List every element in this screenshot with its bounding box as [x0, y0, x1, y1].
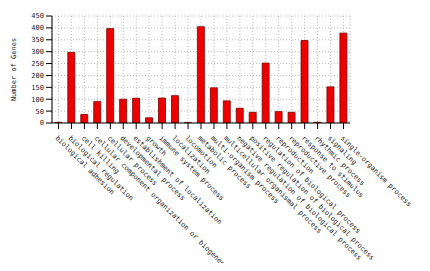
svg-text:metabolic process: metabolic process — [196, 134, 253, 191]
svg-text:cellular process: cellular process — [105, 134, 159, 188]
svg-text:developmental process: developmental process — [118, 134, 187, 203]
svg-text:immune system process: immune system process — [157, 134, 226, 203]
svg-text:reproductive process: reproductive process — [286, 134, 353, 200]
svg-text:100: 100 — [31, 96, 44, 104]
svg-text:growth: growth — [144, 134, 168, 158]
svg-text:rhythmic process: rhythmic process — [313, 134, 366, 187]
svg-text:locomotion: locomotion — [183, 134, 219, 170]
svg-text:250: 250 — [31, 60, 44, 68]
svg-text:0: 0 — [40, 119, 44, 127]
svg-text:multi-organism process: multi-organism process — [209, 134, 281, 206]
svg-text:biological regulation: biological regulation — [66, 134, 135, 203]
svg-text:positive regulation of biologi: positive regulation of biological proces… — [248, 134, 376, 262]
svg-text:reproduction: reproduction — [273, 134, 316, 176]
svg-text:single-organism process: single-organism process — [339, 134, 413, 208]
svg-text:multicellular organismal proce: multicellular organismal process — [222, 134, 324, 236]
svg-text:cell killing: cell killing — [79, 134, 121, 176]
svg-text:Number of Genes: Number of Genes — [10, 38, 18, 101]
svg-text:450: 450 — [31, 12, 44, 20]
svg-text:400: 400 — [31, 24, 44, 32]
svg-text:response to stimulus: response to stimulus — [299, 134, 366, 200]
svg-text:50: 50 — [36, 108, 44, 116]
svg-text:300: 300 — [31, 48, 44, 56]
svg-text:negative regulation of biologi: negative regulation of biological proces… — [235, 134, 363, 262]
svg-text:biological adhesion: biological adhesion — [53, 134, 116, 197]
svg-text:establishment of localization: establishment of localization — [131, 134, 224, 227]
svg-text:localization: localization — [170, 134, 212, 176]
svg-text:350: 350 — [31, 36, 44, 44]
svg-text:signaling: signaling — [325, 134, 359, 167]
svg-text:150: 150 — [31, 84, 44, 92]
svg-text:200: 200 — [31, 72, 44, 80]
